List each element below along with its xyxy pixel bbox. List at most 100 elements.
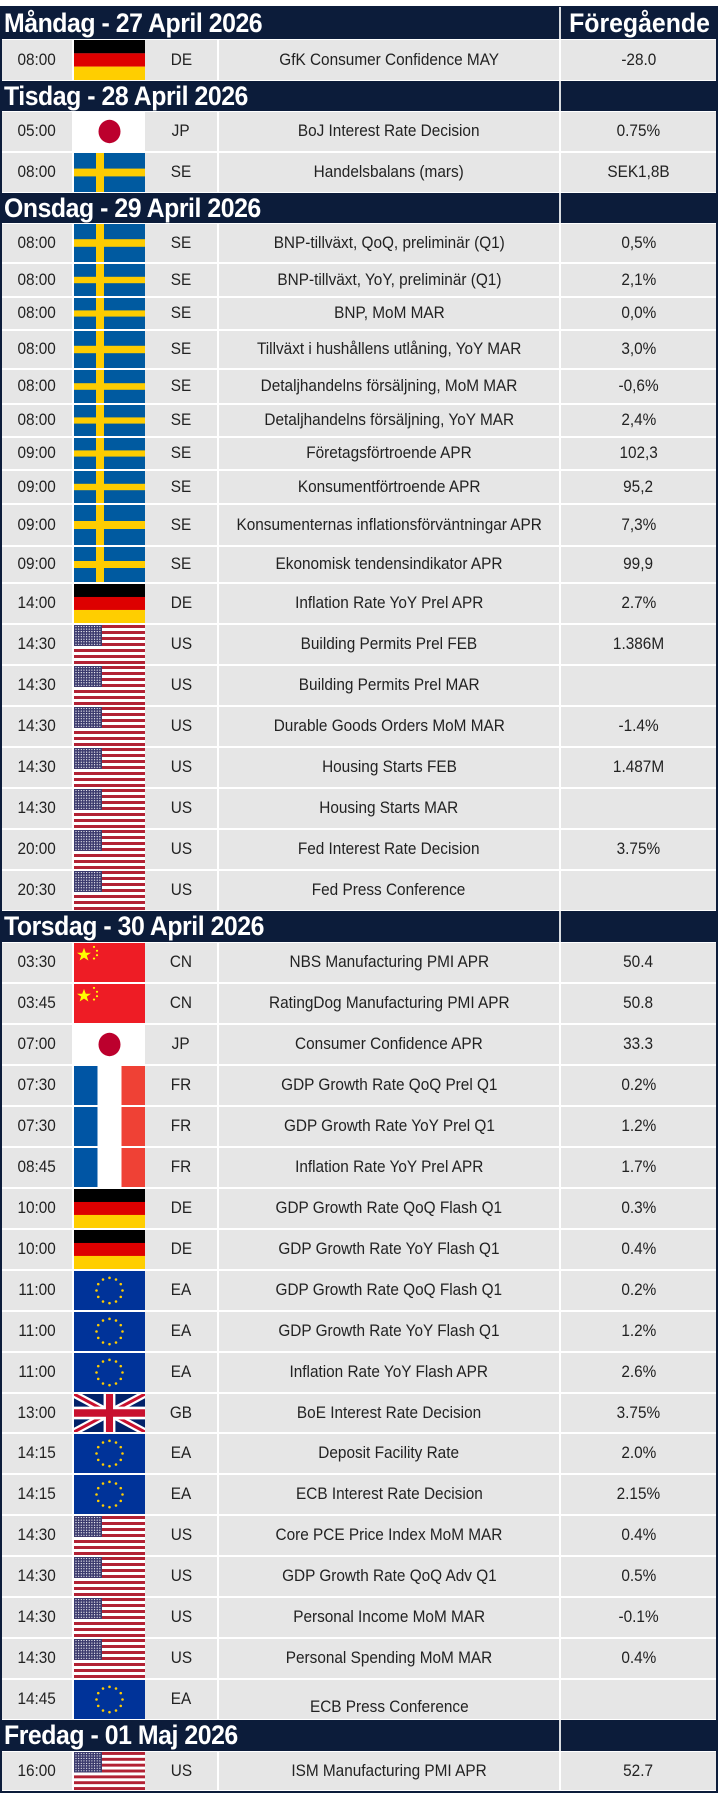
event-name: GDP Growth Rate QoQ Flash Q1 <box>219 1189 559 1228</box>
flag-japan-icon <box>74 1025 145 1064</box>
event-row[interactable]: 14:30 US Personal Spending MoM MAR 0.4% <box>2 1638 716 1679</box>
day-title: Onsdag - 29 April 2026 <box>4 192 261 223</box>
event-row[interactable]: 09:00 SE Konsumentförtroende APR 95,2 <box>2 470 716 504</box>
event-row[interactable]: 14:30 US GDP Growth Rate QoQ Adv Q1 0.5% <box>2 1556 716 1597</box>
flag-cell <box>74 1639 145 1678</box>
event-name: Deposit Facility Rate <box>219 1434 559 1473</box>
country-code: JP <box>145 1025 217 1064</box>
country-code-text: DE <box>170 50 192 69</box>
flag-france-icon <box>74 1066 145 1105</box>
country-code-text: EA <box>170 1444 192 1462</box>
event-row[interactable]: 14:30 US Housing Starts FEB 1.487M <box>2 747 716 788</box>
previous-value: -0,6% <box>561 370 716 403</box>
event-row[interactable]: 10:00 DE GDP Growth Rate YoY Flash Q1 0.4% <box>2 1229 716 1270</box>
flag-cell <box>74 789 145 828</box>
event-name: BoJ Interest Rate Decision <box>219 112 559 151</box>
event-row[interactable]: 09:00 SE Konsumenternas inflationsförväntn… <box>2 504 716 546</box>
flag-cell <box>74 1434 145 1473</box>
event-time: 14:30 <box>2 1598 72 1637</box>
event-time-text: 20:00 <box>17 840 57 858</box>
event-row[interactable]: 08:00 SE BNP-tillväxt, QoQ, preliminär (Q1… <box>2 223 716 263</box>
day-header: Fredag - 01 Maj 2026 <box>2 1720 716 1751</box>
event-name: Handelsbalans (mars) <box>219 153 559 192</box>
event-time-text: 14:30 <box>17 1608 57 1626</box>
event-name-text: Inflation Rate YoY Prel APR <box>294 594 484 612</box>
event-row[interactable]: 20:00 US Fed Interest Rate Decision 3.75% <box>2 829 716 870</box>
event-time: 14:45 <box>2 1680 72 1719</box>
event-time-text: 08:00 <box>17 270 57 289</box>
event-row[interactable]: 11:00 EA GDP Growth Rate YoY Flash Q1 1.2% <box>2 1311 716 1352</box>
previous-value-text: 52.7 <box>623 1761 654 1780</box>
flag-germany-icon <box>74 584 145 623</box>
previous-value-text: 7,3% <box>621 515 656 534</box>
previous-value: 0.4% <box>561 1230 716 1269</box>
event-time-text: 08:00 <box>17 304 57 322</box>
event-row[interactable]: 14:15 EA ECB Interest Rate Decision 2.15% <box>2 1474 716 1515</box>
event-row[interactable]: 14:30 US Durable Goods Orders MoM MAR -1.4% <box>2 706 716 747</box>
previous-value: SEK1,8B <box>561 153 716 192</box>
event-row[interactable]: 08:00 SE Detaljhandelns försäljning, YoY M… <box>2 404 716 437</box>
event-row[interactable]: 08:00 SE Handelsbalans (mars) SEK1,8B <box>2 152 716 193</box>
event-row[interactable]: 11:00 EA GDP Growth Rate QoQ Flash Q1 0.2% <box>2 1270 716 1311</box>
flag-usa-icon <box>74 1752 145 1790</box>
event-row[interactable]: 08:00 DE GfK Consumer Confidence MAY -28.0 <box>2 39 716 81</box>
event-name-text: Housing Starts MAR <box>319 799 459 817</box>
flag-usa-icon <box>74 748 145 787</box>
flag-china-icon <box>74 943 145 982</box>
event-row[interactable]: 14:15 EA Deposit Facility Rate 2.0% <box>2 1433 716 1474</box>
event-row[interactable]: 03:45 CN RatingDog Manufacturing PMI APR 50… <box>2 983 716 1024</box>
event-row[interactable]: 09:00 SE Företagsförtroende APR 102,3 <box>2 437 716 470</box>
event-row[interactable]: 14:30 US Housing Starts MAR <box>2 788 716 829</box>
event-row[interactable]: 08:00 SE BNP, MoM MAR 0,0% <box>2 297 716 330</box>
previous-value-text: SEK1,8B <box>607 163 670 181</box>
event-row[interactable]: 03:30 CN NBS Manufacturing PMI APR 50.4 <box>2 942 716 983</box>
event-name: Detaljhandelns försäljning, MoM MAR <box>219 370 559 403</box>
country-code-text: JP <box>172 1035 190 1053</box>
event-row[interactable]: 14:30 US Building Permits Prel MAR <box>2 665 716 706</box>
event-row[interactable]: 08:00 SE BNP-tillväxt, YoY, preliminär (Q1… <box>2 263 716 297</box>
event-row[interactable]: 14:45 EA ECB Press Conference <box>2 1679 716 1720</box>
event-row[interactable]: 20:30 US Fed Press Conference <box>2 870 716 911</box>
event-row[interactable]: 07:00 JP Consumer Confidence APR 33.3 <box>2 1024 716 1065</box>
event-row[interactable]: 10:00 DE GDP Growth Rate QoQ Flash Q1 0.3% <box>2 1188 716 1229</box>
flag-cell <box>74 264 145 296</box>
previous-value-text: 2.6% <box>621 1363 656 1381</box>
event-row[interactable]: 14:30 US Building Permits Prel FEB 1.386M <box>2 624 716 665</box>
event-time-text: 14:30 <box>17 676 57 694</box>
event-row[interactable]: 05:00 JP BoJ Interest Rate Decision 0.75% <box>2 111 716 152</box>
event-row[interactable]: 08:00 SE Tillväxt i hushållens utlåning, Y… <box>2 330 716 369</box>
country-code: SE <box>145 471 217 503</box>
day-header: Onsdag - 29 April 2026 <box>2 193 716 223</box>
event-row[interactable]: 07:30 FR GDP Growth Rate YoY Prel Q1 1.2% <box>2 1106 716 1147</box>
previous-value <box>561 1680 716 1719</box>
event-name-text: Fed Press Conference <box>312 881 466 899</box>
column-divider <box>559 81 561 111</box>
flag-cell <box>74 1230 145 1269</box>
flag-eu-icon <box>74 1434 145 1473</box>
country-code: SE <box>145 405 217 436</box>
event-row[interactable]: 14:00 DE Inflation Rate YoY Prel APR 2.7% <box>2 583 716 624</box>
previous-value-text: 2.15% <box>616 1485 661 1503</box>
event-row[interactable]: 16:00 US ISM Manufacturing PMI APR 52.7 <box>2 1751 716 1791</box>
previous-value-text: 2,1% <box>621 270 656 289</box>
previous-value: 2.6% <box>561 1353 716 1392</box>
event-name-text: BNP-tillväxt, YoY, preliminär (Q1) <box>276 270 502 289</box>
country-code: US <box>145 707 217 746</box>
event-row[interactable]: 08:00 SE Detaljhandelns försäljning, MoM M… <box>2 369 716 404</box>
flag-cell <box>74 625 145 664</box>
previous-value: 0.75% <box>561 112 716 151</box>
event-row[interactable]: 09:00 SE Ekonomisk tendensindikator APR 99,… <box>2 546 716 583</box>
column-divider <box>559 1720 561 1751</box>
event-row[interactable]: 11:00 EA Inflation Rate YoY Flash APR 2.6% <box>2 1352 716 1393</box>
event-row[interactable]: 08:45 FR Inflation Rate YoY Prel APR 1.7% <box>2 1147 716 1188</box>
flag-sweden-icon <box>74 331 145 368</box>
event-row[interactable]: 07:30 FR GDP Growth Rate QoQ Prel Q1 0.2% <box>2 1065 716 1106</box>
event-name-text: BNP-tillväxt, QoQ, preliminär (Q1) <box>273 233 505 252</box>
flag-usa-icon <box>74 1516 145 1555</box>
event-row[interactable]: 14:30 US Personal Income MoM MAR -0.1% <box>2 1597 716 1638</box>
event-row[interactable]: 14:30 US Core PCE Price Index MoM MAR 0.4% <box>2 1515 716 1556</box>
previous-value-text: 3,0% <box>621 340 656 358</box>
event-name-text: Företagsförtroende APR <box>306 444 472 462</box>
event-name-text: GDP Growth Rate QoQ Flash Q1 <box>275 1281 503 1299</box>
event-row[interactable]: 13:00 GB BoE Interest Rate Decision 3.75% <box>2 1393 716 1433</box>
